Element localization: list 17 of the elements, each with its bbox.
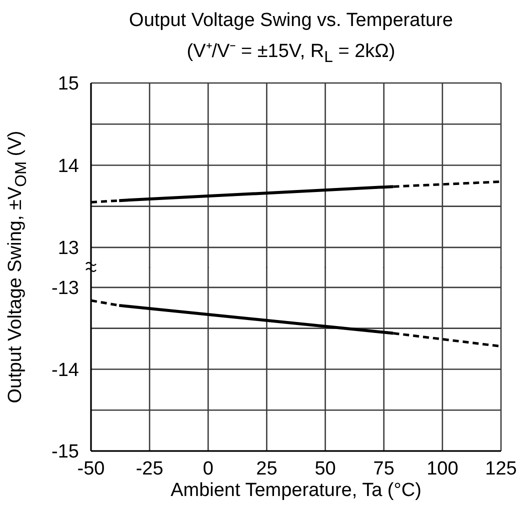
chart-title: Output Voltage Swing vs. Temperature	[128, 10, 454, 32]
y-tick-label: 14	[58, 156, 80, 177]
x-tick-label: -50	[77, 458, 105, 480]
x-tick-label: 50	[314, 458, 336, 480]
x-tick-label: 25	[256, 458, 278, 480]
y-tick-label: 15	[58, 74, 79, 95]
x-axis-title: Ambient Temperature, Ta (°C)	[170, 480, 422, 502]
y-tick-label: -14	[52, 360, 80, 381]
y-tick-label: -15	[52, 442, 79, 463]
x-tick-label: 0	[202, 458, 214, 480]
x-tick-label: -25	[136, 458, 164, 480]
chart-subtitle: (V⁺/V⁻ = ±15V, R$_{L}$ = 2kΩ)	[186, 40, 396, 67]
x-tick-label: 75	[373, 458, 394, 480]
y-tick-label: 13	[58, 238, 79, 260]
x-tick-label: 100	[426, 458, 458, 480]
y-tick-label: -13	[52, 278, 79, 300]
x-tick-label: 125	[485, 458, 517, 480]
